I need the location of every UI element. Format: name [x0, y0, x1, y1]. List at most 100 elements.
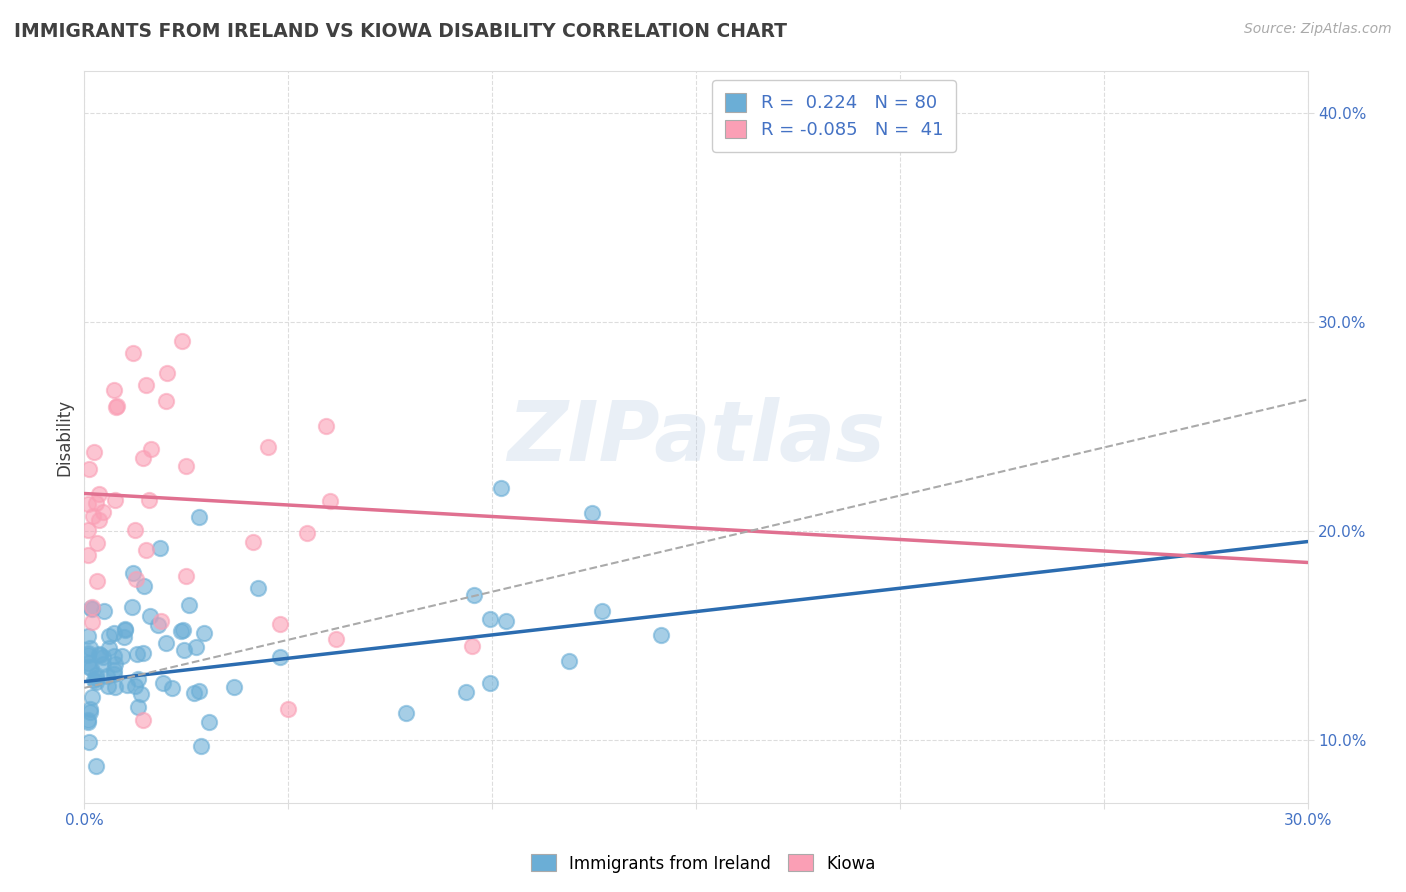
Point: [131, 450, 153, 465]
Point: [125, 648, 148, 662]
Point: [86, 574, 108, 588]
Point: [105, 400, 128, 414]
Point: [174, 569, 197, 583]
Point: [172, 624, 194, 638]
Point: [162, 681, 184, 695]
Point: [127, 700, 149, 714]
Point: [179, 598, 201, 612]
Point: [155, 636, 177, 650]
Point: [141, 442, 163, 456]
Point: [84, 674, 107, 689]
Point: [84, 671, 107, 685]
Point: [257, 440, 280, 454]
Point: [277, 702, 299, 716]
Point: [134, 579, 156, 593]
Legend: R =  0.224   N = 80, R = -0.085   N =  41: R = 0.224 N = 80, R = -0.085 N = 41: [713, 80, 956, 152]
Point: [478, 675, 501, 690]
Point: [114, 622, 136, 636]
Point: [79, 705, 101, 719]
Point: [125, 572, 148, 586]
Point: [222, 680, 245, 694]
Point: [77, 629, 100, 643]
Point: [155, 394, 177, 409]
Point: [103, 649, 125, 664]
Point: [135, 377, 157, 392]
Y-axis label: Disability: Disability: [55, 399, 73, 475]
Point: [84, 758, 107, 772]
Point: [77, 735, 100, 749]
Point: [463, 589, 485, 603]
Point: [139, 609, 162, 624]
Legend: Immigrants from Ireland, Kiowa: Immigrants from Ireland, Kiowa: [524, 847, 882, 880]
Point: [129, 687, 152, 701]
Point: [77, 497, 100, 511]
Point: [98, 640, 121, 655]
Point: [184, 640, 207, 655]
Point: [269, 616, 291, 631]
Point: [103, 625, 125, 640]
Point: [89, 513, 111, 527]
Point: [104, 492, 127, 507]
Point: [77, 548, 100, 562]
Point: [197, 715, 219, 730]
Point: [170, 624, 193, 638]
Point: [79, 640, 101, 655]
Point: [80, 601, 103, 615]
Point: [91, 650, 114, 665]
Point: [105, 399, 128, 413]
Point: [170, 334, 193, 348]
Point: [124, 523, 146, 537]
Point: [79, 701, 101, 715]
Point: [127, 673, 149, 687]
Point: [93, 604, 115, 618]
Point: [82, 600, 104, 615]
Point: [77, 713, 100, 727]
Point: [122, 566, 145, 580]
Text: ZIPatlas: ZIPatlas: [508, 397, 884, 477]
Point: [138, 492, 160, 507]
Point: [135, 542, 157, 557]
Point: [156, 366, 179, 380]
Point: [89, 647, 111, 661]
Point: [174, 459, 197, 474]
Point: [77, 714, 100, 729]
Point: [591, 604, 613, 618]
Point: [77, 646, 100, 660]
Point: [96, 669, 118, 683]
Point: [187, 684, 209, 698]
Point: [114, 624, 136, 638]
Point: [132, 714, 155, 728]
Point: [150, 615, 173, 629]
Point: [581, 506, 603, 520]
Point: [77, 461, 100, 475]
Point: [83, 445, 105, 459]
Point: [103, 384, 125, 398]
Point: [149, 541, 172, 555]
Point: [77, 657, 100, 671]
Point: [104, 680, 127, 694]
Point: [91, 505, 114, 519]
Point: [77, 648, 100, 662]
Point: [89, 486, 111, 500]
Point: [242, 535, 264, 549]
Point: [269, 649, 291, 664]
Point: [247, 582, 270, 596]
Point: [193, 625, 215, 640]
Point: [103, 667, 125, 681]
Text: IMMIGRANTS FROM IRELAND VS KIOWA DISABILITY CORRELATION CHART: IMMIGRANTS FROM IRELAND VS KIOWA DISABIL…: [14, 22, 787, 41]
Point: [80, 661, 103, 675]
Point: [86, 535, 108, 549]
Point: [495, 614, 517, 628]
Point: [319, 493, 342, 508]
Point: [187, 510, 209, 524]
Point: [77, 659, 100, 673]
Point: [152, 675, 174, 690]
Point: [97, 679, 120, 693]
Point: [489, 481, 512, 495]
Point: [479, 612, 502, 626]
Point: [83, 673, 105, 687]
Point: [111, 648, 134, 663]
Point: [84, 668, 107, 682]
Point: [124, 680, 146, 694]
Point: [82, 509, 104, 524]
